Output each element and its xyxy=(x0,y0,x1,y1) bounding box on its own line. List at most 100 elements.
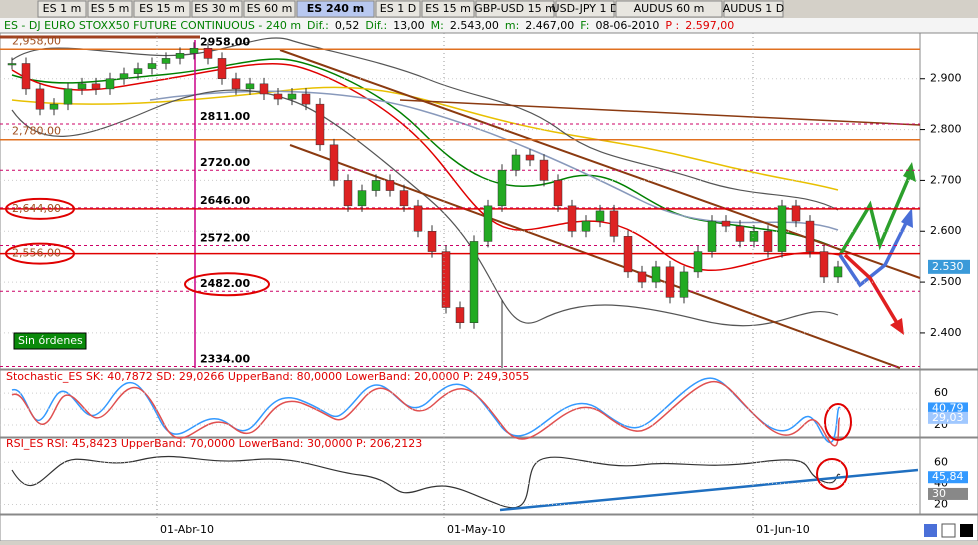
header-field: 0,52 xyxy=(335,19,360,32)
tab-label[interactable]: ES 1 m xyxy=(43,2,82,15)
value-tag-label: 29,03 xyxy=(932,411,964,424)
ma-line xyxy=(11,62,841,272)
candle xyxy=(609,210,619,237)
header-field: P : xyxy=(665,19,679,32)
candle xyxy=(329,144,339,181)
level-label: 2,644,00 xyxy=(12,202,61,215)
candle xyxy=(203,47,213,59)
tab[interactable] xyxy=(37,0,87,18)
header-field: 2.597,00 xyxy=(685,19,734,32)
header-field: m: xyxy=(505,19,519,32)
tab[interactable] xyxy=(243,0,296,18)
tab-label[interactable]: ES 60 m xyxy=(247,2,293,15)
tab[interactable] xyxy=(87,0,133,18)
candle xyxy=(273,93,283,100)
date-label: 01-Abr-10 xyxy=(160,523,214,536)
candle xyxy=(441,251,451,308)
pane-title: RSI_ES RSI: 45,8423 UpperBand: 70,0000 L… xyxy=(6,437,422,450)
candle xyxy=(371,180,381,191)
tab[interactable] xyxy=(723,0,784,18)
date-axis xyxy=(0,514,978,542)
rsi-trendline xyxy=(499,468,919,512)
tab[interactable] xyxy=(375,0,421,18)
level-label: 2720.00 xyxy=(200,156,250,169)
candle xyxy=(217,58,227,79)
y-tick-label: 2.900 xyxy=(930,72,962,85)
tab[interactable] xyxy=(615,0,723,18)
candle xyxy=(287,93,297,100)
price-axis xyxy=(919,32,978,370)
tab-label[interactable]: AUDUS 1 D xyxy=(723,2,785,15)
toolbar-icon[interactable] xyxy=(924,524,937,537)
toolbar-icon[interactable] xyxy=(941,523,956,538)
tab-label[interactable]: ES 30 m xyxy=(194,2,240,15)
tab[interactable] xyxy=(133,0,191,18)
value-tag-label: 40,79 xyxy=(932,401,964,414)
candle xyxy=(497,169,507,207)
candle xyxy=(567,205,577,232)
tab[interactable] xyxy=(475,0,555,18)
candle xyxy=(399,190,409,207)
y-tick-label: 60 xyxy=(934,386,948,399)
candle xyxy=(623,236,633,273)
candle xyxy=(651,266,661,283)
y-tick-label: 2.500 xyxy=(930,275,962,288)
level-label: 2482.00 xyxy=(200,277,250,290)
candle xyxy=(21,63,31,90)
candle xyxy=(91,83,101,90)
value-tag-label: 45,84 xyxy=(932,470,964,483)
circle-mark xyxy=(184,272,270,297)
tab-label[interactable]: USD-JPY 1 D xyxy=(552,2,619,15)
tab-label[interactable]: ES 15 m xyxy=(139,2,185,15)
header-field: Dif.: xyxy=(365,19,387,32)
tab-label[interactable]: GBP-USD 15 m xyxy=(474,2,556,15)
value-tag xyxy=(928,411,968,424)
tab-label[interactable]: ES 5 m xyxy=(91,2,130,15)
header-field: 13,00 xyxy=(393,19,425,32)
candle xyxy=(161,58,171,64)
price-tag-label: 2.530 xyxy=(932,260,964,273)
tab[interactable] xyxy=(191,0,243,18)
arrow-head xyxy=(903,162,916,182)
tab[interactable] xyxy=(555,0,615,18)
candle xyxy=(105,78,115,90)
candle xyxy=(805,220,815,252)
candle xyxy=(553,180,563,207)
candle xyxy=(749,230,759,242)
candle xyxy=(49,103,59,110)
y-tick-label: 2.400 xyxy=(930,326,962,339)
candle xyxy=(469,241,479,324)
candle xyxy=(763,230,773,252)
header-field: F: xyxy=(580,19,589,32)
stoch-sd xyxy=(11,380,841,447)
tab-label[interactable]: AUDUS 60 m xyxy=(634,2,705,15)
level-label: 2572.00 xyxy=(200,231,250,244)
price-tag xyxy=(928,259,970,274)
header-field: 08-06-2010 xyxy=(595,19,659,32)
candle xyxy=(7,63,17,66)
tab-label[interactable]: ES 240 m xyxy=(307,2,365,15)
y-tick-label: 20 xyxy=(934,498,948,511)
tab[interactable] xyxy=(421,0,475,18)
candle xyxy=(665,266,675,298)
candle xyxy=(343,180,353,207)
candle xyxy=(777,205,787,252)
level-label: 2958.00 xyxy=(200,35,250,48)
level-label: 2,958,00 xyxy=(12,34,61,47)
tab-label[interactable]: ES 1 D xyxy=(380,2,416,15)
bollinger xyxy=(11,89,839,327)
candle xyxy=(231,78,241,90)
candle xyxy=(133,68,143,74)
rsi-pane xyxy=(0,437,921,515)
tab-label[interactable]: ES 15 m xyxy=(425,2,471,15)
candle xyxy=(35,88,45,110)
candle xyxy=(539,159,549,181)
level-label: 2,780,00 xyxy=(12,125,61,138)
candle xyxy=(819,251,829,278)
level-label: 2,556,00 xyxy=(12,247,61,260)
candle xyxy=(189,47,199,54)
candle xyxy=(693,251,703,273)
tab[interactable] xyxy=(296,0,375,18)
toolbar-icon[interactable] xyxy=(960,524,973,537)
